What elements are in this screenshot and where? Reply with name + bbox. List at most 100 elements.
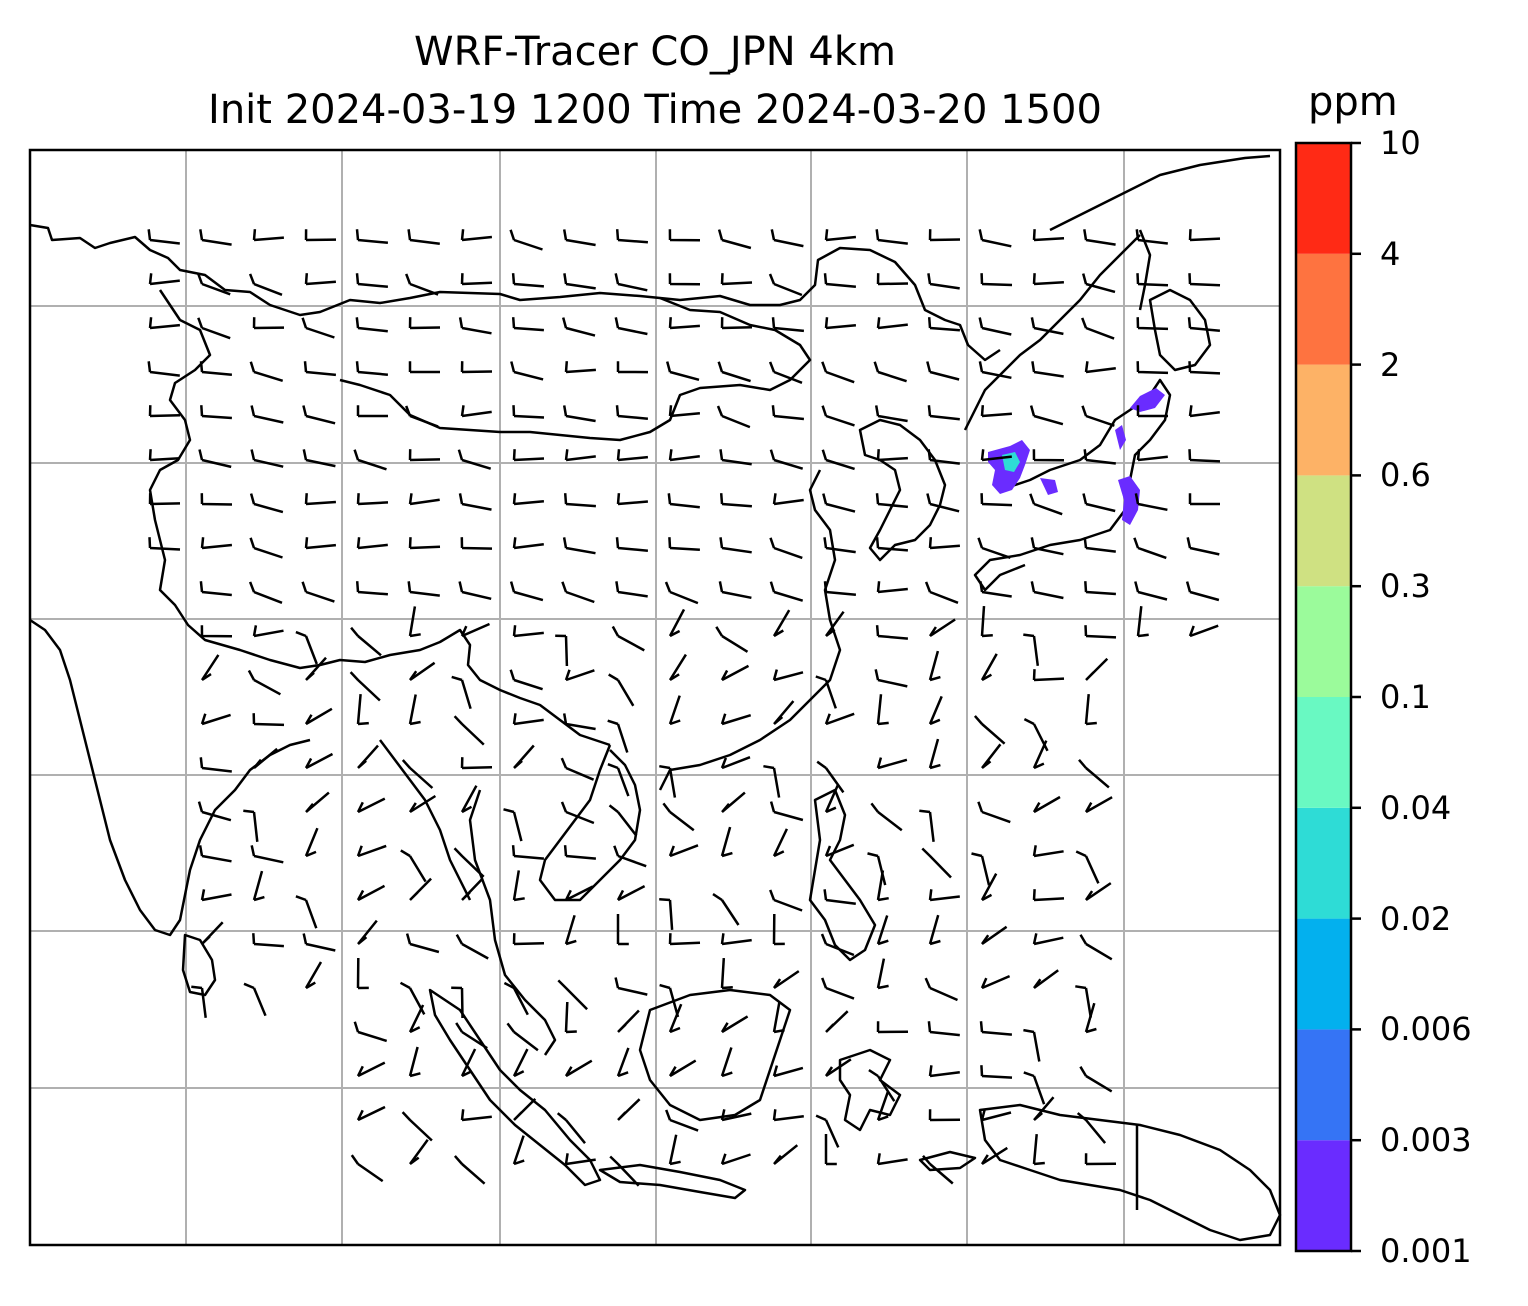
wind-barb bbox=[772, 913, 785, 946]
wind-barb bbox=[720, 317, 753, 330]
wind-barb bbox=[1134, 493, 1168, 512]
wind-barb bbox=[512, 713, 544, 726]
wind-barb bbox=[608, 804, 638, 837]
wind-barb bbox=[769, 889, 803, 912]
wind-barb bbox=[460, 785, 478, 814]
wind-barb bbox=[1030, 537, 1064, 556]
wind-barb bbox=[668, 449, 700, 462]
wind-barb bbox=[564, 1153, 596, 1166]
wind-barb bbox=[304, 537, 337, 550]
wind-barb bbox=[659, 897, 674, 930]
japan-honshu bbox=[973, 378, 1172, 592]
wind-barb bbox=[357, 919, 378, 945]
colorbar-tick-label: 10 bbox=[1380, 124, 1421, 162]
tracer-patch-honshu bbox=[1040, 478, 1058, 495]
wind-barb bbox=[458, 581, 492, 601]
wind-barb bbox=[562, 405, 596, 423]
wind-barb bbox=[876, 958, 889, 990]
wind-barb bbox=[770, 229, 804, 248]
wind-barb bbox=[773, 1144, 799, 1165]
wind-barb bbox=[668, 653, 687, 682]
wind-barb bbox=[295, 895, 318, 929]
wind-barb bbox=[876, 581, 908, 594]
wind-barb bbox=[668, 1134, 681, 1166]
wind-barb bbox=[876, 694, 889, 726]
wind-barb bbox=[924, 977, 958, 1002]
wind-barb bbox=[1082, 493, 1116, 513]
wind-barb bbox=[561, 317, 596, 337]
wind-barb bbox=[252, 317, 285, 330]
wind-barb bbox=[1081, 273, 1116, 294]
colorbar-tick-label: 4 bbox=[1380, 234, 1401, 273]
wind-barb bbox=[408, 1046, 421, 1078]
wind-barb bbox=[460, 1109, 492, 1122]
wind-barb bbox=[304, 827, 319, 858]
wind-barb bbox=[665, 1109, 699, 1132]
wind-barb bbox=[980, 606, 993, 638]
wind-barb bbox=[927, 405, 960, 421]
wind-barb bbox=[460, 1048, 477, 1078]
wind-barb bbox=[564, 449, 596, 462]
wind-barb bbox=[769, 801, 804, 822]
wind-barb bbox=[198, 845, 232, 863]
wind-barb bbox=[511, 317, 544, 332]
wind-barb bbox=[875, 625, 909, 640]
wind-barb bbox=[148, 537, 181, 551]
wind-barb bbox=[250, 449, 284, 468]
wind-barb bbox=[668, 844, 699, 858]
wind-barb bbox=[876, 449, 908, 462]
wind-barb bbox=[820, 933, 855, 957]
wind-barb bbox=[927, 273, 960, 290]
wind-barb bbox=[875, 229, 908, 245]
colorbar-tick-label: 0.6 bbox=[1380, 456, 1431, 495]
wind-barb bbox=[772, 493, 804, 506]
wind-barb bbox=[927, 317, 960, 332]
wind-barb bbox=[302, 405, 336, 425]
wind-barb bbox=[356, 884, 386, 902]
wind-barb bbox=[824, 610, 845, 638]
wind-barb bbox=[1083, 449, 1116, 465]
wind-barb bbox=[928, 889, 960, 902]
wind-barb bbox=[356, 957, 369, 990]
wind-barb bbox=[659, 983, 680, 1018]
wind-barb bbox=[453, 715, 485, 746]
wind-barb bbox=[405, 933, 440, 954]
wind-barb bbox=[1033, 1096, 1055, 1121]
wind-barb bbox=[564, 1059, 593, 1078]
wind-barb bbox=[874, 405, 908, 423]
wind-barb bbox=[1188, 273, 1221, 287]
wind-barb bbox=[824, 712, 855, 726]
wind-barb bbox=[455, 933, 489, 960]
wind-barb bbox=[460, 361, 493, 374]
java bbox=[598, 1163, 747, 1200]
wind-barb bbox=[1079, 1066, 1113, 1093]
wind-barb bbox=[876, 870, 889, 902]
co-tracer-field bbox=[988, 388, 1165, 525]
wind-barb bbox=[513, 744, 535, 769]
wind-barb bbox=[302, 449, 336, 468]
wind-barb bbox=[353, 1021, 388, 1043]
wind-barb bbox=[252, 229, 285, 242]
wind-barb bbox=[921, 847, 952, 879]
wind-barb bbox=[560, 801, 595, 825]
wind-barb bbox=[614, 273, 648, 292]
wind-barb bbox=[1083, 537, 1116, 553]
wind-barb bbox=[408, 1139, 429, 1166]
wind-barb bbox=[147, 361, 180, 377]
tracer-patch-kanto bbox=[1118, 476, 1140, 525]
wind-barb bbox=[981, 743, 1002, 769]
wind-barb bbox=[295, 630, 318, 665]
wind-barb bbox=[823, 273, 857, 289]
wind-barb bbox=[768, 273, 803, 297]
wind-barb bbox=[867, 852, 887, 886]
wind-barb bbox=[252, 933, 284, 948]
wind-barb bbox=[668, 933, 701, 946]
wind-barb bbox=[562, 713, 596, 731]
wind-barb bbox=[303, 361, 337, 377]
timor bbox=[918, 1150, 977, 1172]
wind-barb bbox=[460, 405, 492, 418]
wind-barb bbox=[304, 707, 333, 726]
wind-barb bbox=[980, 1065, 1013, 1079]
wind-barb bbox=[148, 273, 180, 286]
wind-barb bbox=[978, 317, 1012, 336]
